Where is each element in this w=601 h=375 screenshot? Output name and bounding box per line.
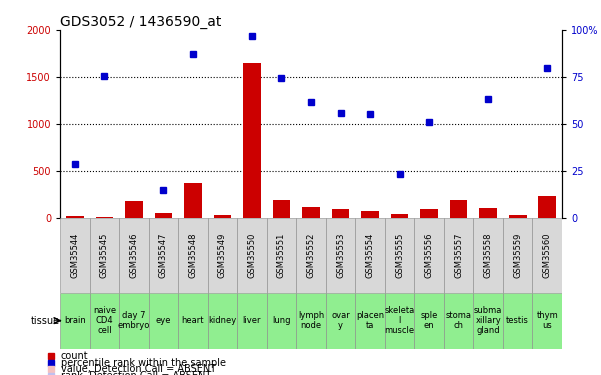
Text: lymph
node: lymph node [298, 311, 324, 330]
Text: GSM35549: GSM35549 [218, 232, 227, 278]
Bar [479, 208, 497, 218]
Bar [420, 209, 438, 218]
Text: liver: liver [243, 316, 261, 325]
Bar [60, 217, 90, 292]
Text: GSM35548: GSM35548 [189, 232, 198, 278]
Bar [273, 200, 290, 217]
Bar [532, 217, 562, 292]
Text: thym
us: thym us [536, 311, 558, 330]
Bar [332, 209, 349, 218]
Bar [414, 292, 444, 349]
Text: sple
en: sple en [421, 311, 438, 330]
Bar [509, 214, 526, 217]
Text: eye: eye [156, 316, 171, 325]
Text: day 7
embryo: day 7 embryo [118, 311, 150, 330]
Text: GSM35545: GSM35545 [100, 232, 109, 278]
Text: GSM35550: GSM35550 [248, 232, 257, 278]
Bar [326, 217, 355, 292]
Bar [302, 207, 320, 218]
Bar [154, 213, 172, 217]
Bar [444, 217, 474, 292]
Text: GSM35552: GSM35552 [307, 232, 316, 278]
Bar [538, 196, 556, 217]
Text: count: count [61, 351, 88, 361]
Text: GSM35547: GSM35547 [159, 232, 168, 278]
Bar [361, 211, 379, 218]
Text: testis: testis [506, 316, 529, 325]
Bar [208, 217, 237, 292]
Text: GSM35554: GSM35554 [365, 232, 374, 278]
Text: ovar
y: ovar y [331, 311, 350, 330]
Bar [125, 201, 143, 217]
Bar [450, 200, 468, 217]
Bar [532, 292, 562, 349]
Bar [474, 217, 503, 292]
Bar [385, 292, 414, 349]
Bar [385, 217, 414, 292]
Bar [148, 217, 178, 292]
Bar [90, 292, 119, 349]
Bar [444, 292, 474, 349]
Bar [391, 214, 409, 217]
Text: percentile rank within the sample: percentile rank within the sample [61, 358, 226, 368]
Bar [148, 292, 178, 349]
Text: kidney: kidney [209, 316, 237, 325]
Bar [213, 214, 231, 217]
Text: GSM35555: GSM35555 [395, 232, 404, 278]
Bar [184, 183, 202, 218]
Bar [296, 217, 326, 292]
Bar [178, 217, 208, 292]
Bar [237, 292, 267, 349]
Bar [503, 292, 532, 349]
Text: GSM35556: GSM35556 [424, 232, 433, 278]
Bar [243, 63, 261, 217]
Text: lung: lung [272, 316, 291, 325]
Bar [355, 217, 385, 292]
Text: GSM35551: GSM35551 [277, 232, 286, 278]
Text: subma
xillary
gland: subma xillary gland [474, 306, 502, 335]
Text: stoma
ch: stoma ch [445, 311, 472, 330]
Text: brain: brain [64, 316, 86, 325]
Text: tissue: tissue [31, 316, 59, 326]
Bar [60, 292, 90, 349]
Bar [66, 216, 84, 217]
Bar [90, 217, 119, 292]
Bar [326, 292, 355, 349]
Text: value, Detection Call = ABSENT: value, Detection Call = ABSENT [61, 364, 216, 374]
Text: placen
ta: placen ta [356, 311, 384, 330]
Text: GSM35557: GSM35557 [454, 232, 463, 278]
Text: GSM35544: GSM35544 [70, 232, 79, 278]
Bar [503, 217, 532, 292]
Text: GSM35558: GSM35558 [484, 232, 493, 278]
Bar [237, 217, 267, 292]
Text: heart: heart [182, 316, 204, 325]
Bar [414, 217, 444, 292]
Text: GSM35546: GSM35546 [129, 232, 138, 278]
Bar [178, 292, 208, 349]
Bar [267, 217, 296, 292]
Text: skeleta
l
muscle: skeleta l muscle [385, 306, 415, 335]
Bar [267, 292, 296, 349]
Bar [355, 292, 385, 349]
Text: GSM35560: GSM35560 [543, 232, 552, 278]
Text: naive
CD4
cell: naive CD4 cell [93, 306, 116, 335]
Bar [119, 292, 148, 349]
Text: GSM35553: GSM35553 [336, 232, 345, 278]
Text: rank, Detection Call = ABSENT: rank, Detection Call = ABSENT [61, 371, 211, 375]
Bar [474, 292, 503, 349]
Bar [119, 217, 148, 292]
Text: GDS3052 / 1436590_at: GDS3052 / 1436590_at [60, 15, 222, 29]
Text: GSM35559: GSM35559 [513, 232, 522, 278]
Bar [296, 292, 326, 349]
Bar [208, 292, 237, 349]
